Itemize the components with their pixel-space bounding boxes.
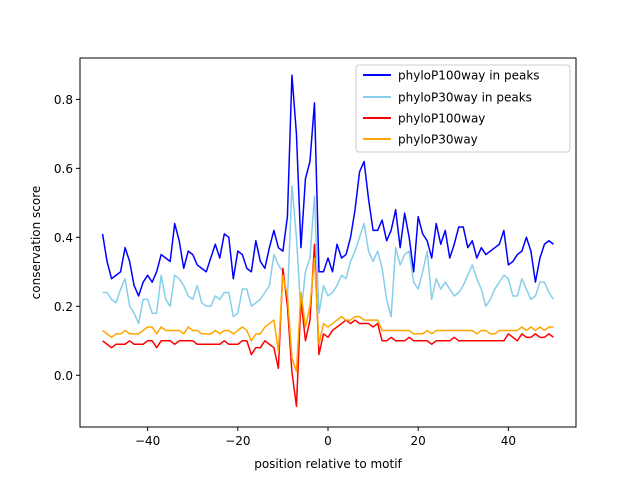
x-tick-label: 0 <box>324 434 332 448</box>
legend-box <box>355 64 571 153</box>
series-line-phylop30way-in-peaks <box>102 184 555 325</box>
legend-entry: phyloP30way in peaks <box>363 91 532 105</box>
y-tick-label: 0.0 <box>54 369 73 383</box>
x-tick-label: 20 <box>411 434 426 448</box>
legend-entry: phyloP100way in peaks <box>363 69 540 83</box>
legend-entry: phyloP30way <box>363 133 478 147</box>
y-tick-label: 0.2 <box>54 300 73 314</box>
legend-label: phyloP30way <box>398 133 478 147</box>
legend-label: phyloP100way in peaks <box>398 69 540 83</box>
legend: phyloP100way in peaks phyloP30way in pea… <box>355 64 571 153</box>
series-line-phylop30way <box>102 257 554 373</box>
plot-frame <box>79 57 577 428</box>
legend-label: phyloP100way <box>398 112 485 126</box>
y-tick-label: 0.6 <box>54 162 73 176</box>
series-line-phylop100way-in-peaks <box>101 74 554 297</box>
legend-label: phyloP30way in peaks <box>398 91 532 105</box>
series-line-phylop100way <box>102 243 554 408</box>
y-tick-label: 0.4 <box>54 231 73 245</box>
y-axis-label: conservation score <box>29 186 43 300</box>
x-tick-label: −20 <box>225 434 250 448</box>
legend-entry: phyloP100way <box>363 112 485 126</box>
tick-layer: −40 −20 0 20 40 0.0 0.2 0.4 0.6 0.8 <box>54 93 516 448</box>
series-layer <box>101 74 555 408</box>
x-axis-label: position relative to motif <box>254 457 402 471</box>
x-tick-label: −40 <box>135 434 160 448</box>
y-tick-label: 0.8 <box>54 93 73 107</box>
x-tick-label: 40 <box>501 434 516 448</box>
